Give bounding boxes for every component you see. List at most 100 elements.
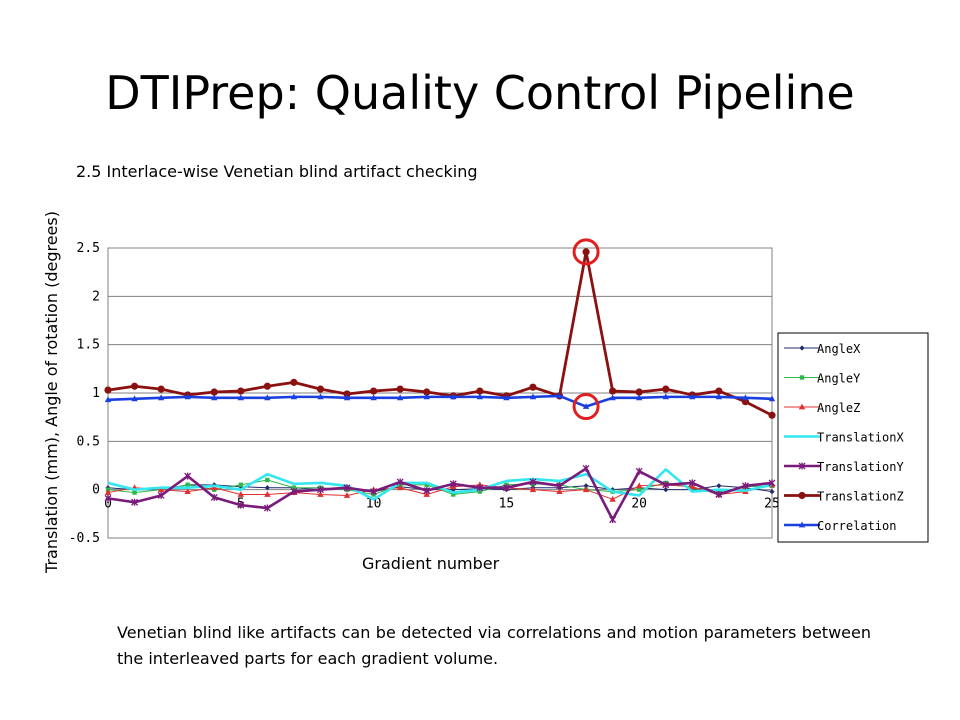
data-point-translationy — [476, 484, 484, 492]
data-point-anglez — [264, 491, 271, 497]
y-tick-label: 0 — [92, 483, 100, 498]
data-point-translationy — [635, 467, 643, 475]
data-point-correlation — [768, 395, 776, 402]
legend-marker-anglez — [798, 403, 806, 410]
series-translationz — [104, 248, 776, 419]
data-point-anglex — [583, 483, 589, 489]
legend-item-translationy: TranslationY — [784, 460, 904, 474]
data-point-correlation — [423, 393, 430, 400]
data-point-correlation — [529, 393, 537, 400]
legend-marker-translationz — [798, 491, 806, 500]
data-point-translationz — [157, 385, 165, 393]
legend-marker-anglex — [799, 345, 805, 351]
data-point-translationz — [343, 390, 351, 398]
data-point-correlation — [343, 394, 351, 401]
x-tick-label: 15 — [499, 497, 515, 512]
data-point-translationy — [104, 494, 112, 502]
data-point-translationy — [741, 482, 749, 490]
data-point-angley — [637, 487, 642, 492]
data-point-translationy — [210, 493, 218, 501]
data-point-translationy — [502, 484, 510, 492]
legend-item-translationz: TranslationZ — [784, 490, 904, 504]
data-point-translationz — [768, 411, 776, 419]
legend-item-correlation: Correlation — [784, 519, 896, 533]
data-point-translationy — [582, 464, 590, 472]
data-point-translationz — [263, 382, 271, 390]
y-tick-label: 1.5 — [77, 338, 100, 353]
data-point-correlation — [264, 394, 271, 401]
data-point-translationy — [556, 482, 563, 490]
data-point-correlation — [157, 394, 165, 401]
y-tick-label: 1 — [92, 386, 100, 401]
data-point-correlation — [556, 392, 563, 399]
data-point-translationy — [662, 481, 670, 489]
data-point-angley — [451, 492, 456, 497]
data-point-translationy — [290, 488, 298, 496]
data-point-translationy — [768, 479, 776, 487]
y-tick-label: 2 — [92, 289, 100, 304]
data-point-correlation — [609, 394, 616, 401]
data-point-translationy — [317, 486, 324, 494]
data-point-correlation — [662, 393, 669, 400]
data-point-anglez — [529, 486, 537, 493]
data-point-translationz — [370, 387, 378, 395]
series-correlation — [104, 392, 776, 409]
data-point-anglez — [317, 491, 324, 497]
data-point-translationy — [263, 504, 271, 512]
data-point-anglez — [582, 486, 590, 493]
data-point-anglez — [184, 488, 191, 494]
data-point-anglez — [104, 489, 112, 495]
data-point-translationz — [104, 386, 112, 394]
legend-label-translationz: TranslationZ — [817, 490, 904, 504]
data-point-translationy — [449, 480, 457, 488]
data-point-correlation — [184, 393, 191, 400]
legend-marker-correlation — [798, 521, 806, 528]
data-point-translationz — [130, 382, 139, 390]
data-point-correlation — [104, 396, 112, 403]
data-point-correlation — [370, 394, 377, 401]
data-point-anglez — [237, 491, 244, 497]
data-point-anglez — [396, 484, 404, 491]
data-point-correlation — [476, 393, 484, 400]
chart-subtitle: 2.5 Interlace-wise Venetian blind artifa… — [76, 162, 478, 181]
data-point-translationz — [662, 385, 670, 393]
data-point-translationz — [396, 385, 404, 393]
data-point-angley — [132, 490, 137, 495]
x-tick-label: 25 — [764, 497, 780, 512]
data-point-translationz — [210, 388, 218, 396]
legend-marker-translationy — [798, 462, 806, 470]
data-point-translationz — [290, 378, 298, 386]
data-point-translationy — [529, 478, 537, 486]
slide-title: DTIPrep: Quality Control Pipeline — [105, 66, 855, 120]
data-point-translationy — [609, 516, 617, 524]
data-point-anglez — [157, 486, 165, 493]
data-point-translationy — [370, 488, 378, 496]
data-point-angley — [291, 485, 297, 490]
legend-label-translationy: TranslationY — [817, 460, 904, 474]
legend-item-translationx: TranslationX — [784, 431, 904, 445]
data-point-anglez — [609, 495, 616, 502]
data-point-translationy — [157, 491, 165, 499]
y-tick-label: 0.5 — [77, 434, 100, 449]
y-tick-label: -0.5 — [69, 531, 100, 546]
data-point-anglez — [211, 484, 218, 491]
data-point-anglez — [636, 482, 643, 489]
y-tick-label: 2.5 — [77, 241, 100, 256]
x-tick-label: 20 — [631, 497, 647, 512]
legend-label-angley: AngleY — [817, 372, 861, 386]
legend-label-anglez: AngleZ — [817, 401, 860, 415]
data-point-translationz — [423, 388, 431, 396]
data-point-correlation — [636, 394, 643, 401]
highlight-circle — [572, 393, 600, 421]
data-point-correlation — [237, 394, 244, 401]
data-point-translationy — [715, 491, 723, 498]
legend-item-angley: AngleY — [784, 372, 861, 386]
legend-item-anglex: AngleX — [784, 342, 861, 356]
data-point-anglex — [716, 483, 722, 489]
series-line-translationy — [107, 467, 773, 521]
series-translationy — [104, 464, 776, 524]
data-point-anglex — [264, 485, 270, 491]
data-point-correlation — [450, 393, 457, 400]
highlight-circle — [572, 238, 600, 266]
